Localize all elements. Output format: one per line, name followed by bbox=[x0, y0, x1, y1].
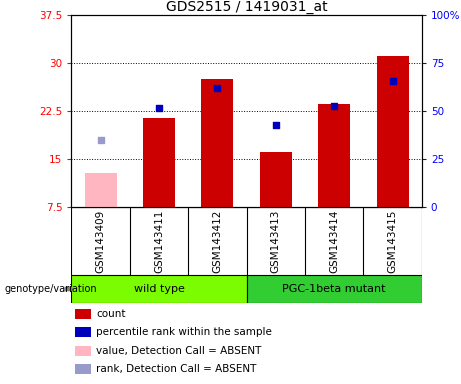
Text: GSM143414: GSM143414 bbox=[329, 209, 339, 273]
Text: value, Detection Call = ABSENT: value, Detection Call = ABSENT bbox=[96, 346, 261, 356]
Point bbox=[214, 85, 221, 91]
Point bbox=[331, 103, 338, 109]
Bar bbox=[75, 364, 91, 374]
Bar bbox=[247, 275, 422, 303]
Point bbox=[97, 137, 104, 143]
Bar bbox=[377, 56, 408, 207]
Text: GSM143415: GSM143415 bbox=[388, 209, 398, 273]
Bar bbox=[143, 118, 175, 207]
Text: rank, Detection Call = ABSENT: rank, Detection Call = ABSENT bbox=[96, 364, 256, 374]
Text: GSM143409: GSM143409 bbox=[95, 209, 106, 273]
Bar bbox=[75, 327, 91, 337]
Bar bbox=[75, 309, 91, 319]
Point bbox=[272, 122, 279, 128]
Point bbox=[389, 78, 396, 84]
Bar bbox=[84, 174, 117, 207]
Text: percentile rank within the sample: percentile rank within the sample bbox=[96, 327, 272, 337]
Text: GSM143411: GSM143411 bbox=[154, 209, 164, 273]
Text: genotype/variation: genotype/variation bbox=[5, 284, 97, 294]
Bar bbox=[318, 104, 350, 207]
Text: PGC-1beta mutant: PGC-1beta mutant bbox=[283, 284, 386, 294]
Bar bbox=[260, 152, 292, 207]
Bar bbox=[201, 79, 233, 207]
Point bbox=[155, 104, 163, 111]
Text: GSM143412: GSM143412 bbox=[213, 209, 223, 273]
Bar bbox=[75, 346, 91, 356]
Title: GDS2515 / 1419031_at: GDS2515 / 1419031_at bbox=[166, 0, 327, 14]
Text: GSM143413: GSM143413 bbox=[271, 209, 281, 273]
Text: wild type: wild type bbox=[134, 284, 184, 294]
Text: count: count bbox=[96, 309, 125, 319]
Bar bbox=[71, 275, 247, 303]
